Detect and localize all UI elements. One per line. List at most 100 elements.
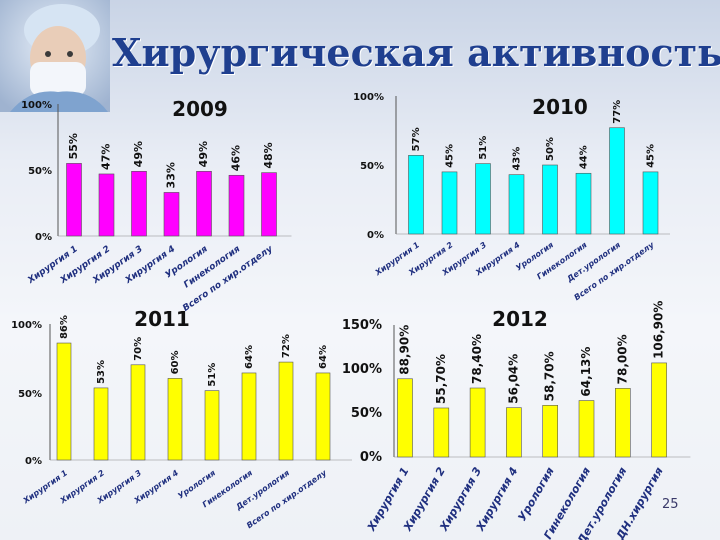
bar (469, 387, 486, 458)
value-label: 60% (170, 350, 181, 374)
category-label: Дет.урология (574, 465, 629, 540)
value-label: 57% (411, 127, 422, 151)
category-label: Хирургия 1 (21, 468, 69, 506)
category-label: Хирургия 4 (473, 240, 522, 278)
category-label: Хирургия 2 (401, 465, 448, 534)
bar (167, 378, 183, 461)
bar (542, 164, 558, 235)
y-tick-label: 100% (342, 362, 382, 377)
category-label: Урология (164, 244, 210, 280)
bar (228, 174, 245, 237)
category-label: Хирургия 4 (132, 468, 181, 506)
value-label: 88,90% (398, 325, 412, 375)
value-label: 45% (646, 144, 657, 168)
value-label: 44% (579, 145, 590, 169)
bar (130, 364, 146, 461)
value-label: 51% (207, 363, 218, 387)
category-label: Хирургия 4 (123, 244, 177, 286)
bar (241, 372, 257, 461)
category-label: Хирургия 2 (406, 240, 455, 278)
value-label: 33% (165, 162, 178, 188)
category-label: Гинекология (541, 465, 593, 540)
value-label: 55,70% (434, 354, 448, 404)
category-label: Всего по хир.отделу (573, 240, 657, 302)
bar (651, 362, 667, 458)
category-label: Хирургия 1 (364, 465, 411, 534)
value-label: 43% (512, 147, 523, 171)
category-label: Хирургия 1 (26, 244, 80, 286)
chart-title: 2009 (172, 97, 228, 121)
page-number: 25 (662, 497, 679, 512)
surgeon-photo (0, 0, 110, 112)
slide-title: Хирургическая активность (112, 30, 720, 75)
bar (642, 171, 659, 235)
value-label: 49% (132, 141, 145, 167)
category-label: Урология (514, 240, 555, 272)
value-label: 70% (133, 337, 144, 361)
category-label: Гинекология (201, 468, 254, 509)
category-label: Хирургия 3 (437, 465, 484, 534)
y-tick-label: 0% (25, 456, 42, 467)
category-label: Хирургия 3 (440, 240, 489, 278)
category-label: Гинекология (182, 244, 242, 290)
value-label: 86% (59, 315, 70, 339)
value-label: 64% (244, 345, 255, 369)
category-label: Всего по хир.отделу (181, 244, 275, 314)
bar (66, 163, 82, 237)
category-label: Хирургия 2 (58, 468, 107, 506)
category-label: Хирургия 4 (473, 465, 520, 534)
y-tick-label: 50% (351, 406, 382, 421)
bar (575, 172, 592, 235)
value-label: 78,40% (470, 334, 484, 384)
category-label: Хирургия 1 (373, 240, 421, 278)
category-label: Урология (176, 468, 217, 500)
y-tick-label: 0% (35, 232, 52, 243)
value-label: 77% (612, 100, 623, 124)
y-tick-label: 100% (11, 320, 42, 331)
bar (578, 400, 595, 458)
category-label: Всего по хир.отделу (245, 468, 329, 530)
bar (408, 155, 424, 235)
chart-title: 2011 (134, 307, 190, 331)
value-label: 64% (318, 345, 329, 369)
y-tick-label: 0% (367, 230, 384, 241)
value-label: 50% (545, 137, 556, 161)
category-label: Урология (516, 465, 557, 524)
value-label: 56,04% (506, 354, 520, 404)
bar (204, 390, 220, 461)
value-label: 106,90% (652, 301, 666, 359)
category-label: Хирургия 3 (95, 468, 144, 506)
bar (609, 127, 625, 235)
value-label: 72% (281, 334, 292, 358)
value-label: 53% (96, 360, 107, 384)
bar (433, 407, 450, 458)
value-label: 48% (262, 142, 275, 168)
bar (542, 405, 559, 458)
value-label: 55% (67, 133, 80, 159)
category-label: Дет.урология (234, 468, 292, 512)
category-label: ДН.хирургия (613, 465, 665, 540)
value-label: 46% (230, 145, 243, 171)
value-label: 58,70% (543, 351, 557, 401)
value-label: 49% (197, 141, 210, 167)
category-label: Хирургия 2 (58, 244, 112, 286)
y-tick-label: 100% (353, 92, 384, 103)
bar (315, 372, 331, 461)
bar (56, 342, 72, 461)
y-tick-label: 50% (28, 166, 52, 177)
bar (441, 171, 458, 235)
y-tick-label: 0% (360, 450, 382, 465)
category-label: Гинекология (535, 240, 588, 281)
value-label: 51% (478, 136, 489, 160)
category-label: Хирургия 3 (91, 244, 145, 286)
bar (397, 378, 413, 458)
value-label: 64,13% (579, 347, 593, 397)
value-label: 47% (100, 144, 113, 170)
y-tick-label: 50% (360, 161, 384, 172)
bar (475, 163, 491, 235)
chart-title: 2012 (492, 307, 548, 331)
y-tick-label: 50% (18, 389, 42, 400)
bar (196, 171, 212, 237)
bar (261, 172, 277, 237)
